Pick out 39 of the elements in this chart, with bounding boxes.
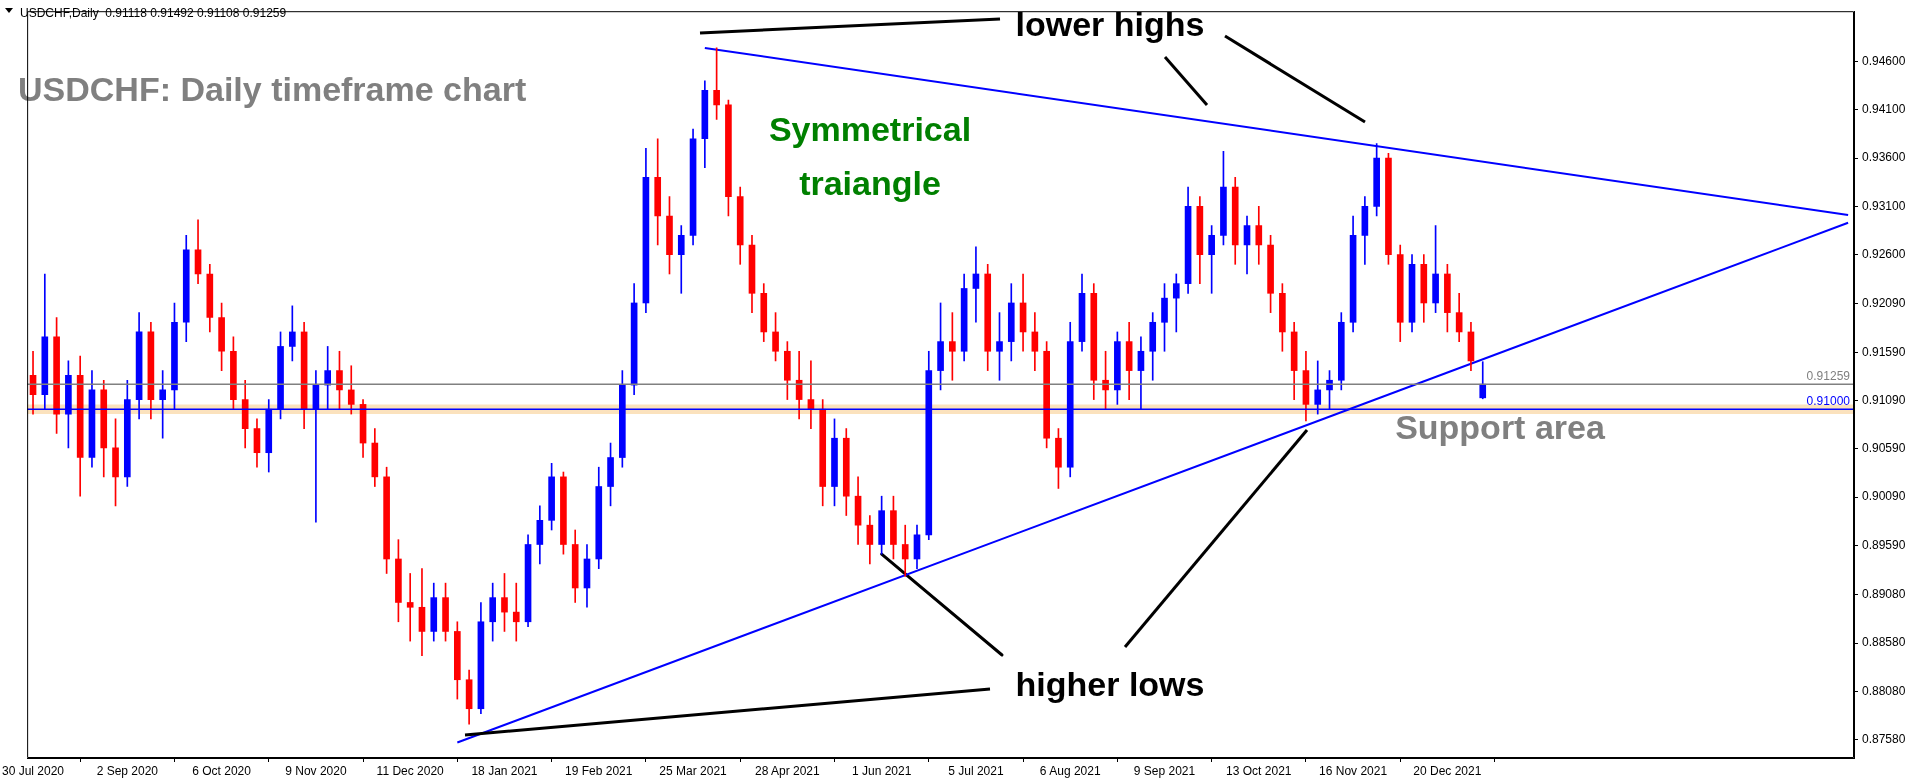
y-tick-label: 0.91090	[1862, 392, 1906, 407]
x-tick-label: 19 Feb 2021	[565, 763, 633, 778]
x-tick-label: 20 Dec 2021	[1413, 763, 1482, 778]
x-tick-label: 30 Jul 2020	[2, 763, 65, 778]
y-tick-label: 0.94100	[1862, 102, 1906, 117]
x-tick-label: 28 Apr 2021	[754, 763, 821, 778]
x-tick-label: 13 Oct 2021	[1226, 763, 1292, 778]
y-tick-label: 0.93600	[1862, 150, 1906, 165]
y-tick-label: 0.91590	[1862, 344, 1906, 359]
x-tick-label: 25 Mar 2021	[659, 763, 728, 778]
ref-line-label: 0.91259	[1806, 368, 1851, 383]
y-tick-label: 0.92090	[1862, 296, 1906, 311]
annotation: Symmetrical traiangle	[768, 110, 972, 203]
x-tick-label: 16 Nov 2021	[1319, 763, 1388, 778]
x-tick-label: 9 Sep 2021	[1133, 763, 1196, 778]
candlestick	[406, 573, 414, 642]
x-tick-label: 9 Nov 2020	[285, 763, 347, 778]
annotation: higher lows	[1015, 665, 1205, 704]
y-tick-label: 0.89080	[1862, 587, 1906, 602]
y-tick-label: 0.90590	[1862, 441, 1906, 456]
ref-line-label: 0.91000	[1806, 393, 1851, 408]
y-tick-label: 0.90090	[1862, 489, 1906, 504]
x-tick-label: 6 Oct 2020	[192, 763, 252, 778]
x-tick-label: 2 Sep 2020	[96, 763, 159, 778]
y-tick-label: 0.89590	[1862, 537, 1906, 552]
candlestick	[512, 582, 520, 642]
y-tick-label: 0.87580	[1862, 731, 1906, 746]
y-tick-label: 0.88080	[1862, 683, 1906, 698]
x-tick-label: 11 Dec 2020	[376, 763, 445, 778]
annotation: Support area	[1395, 408, 1606, 447]
y-tick-label: 0.94600	[1862, 53, 1906, 68]
annotation: lower highs	[1015, 5, 1205, 44]
y-tick-label: 0.93100	[1862, 198, 1906, 213]
x-tick-label: 5 Jul 2021	[948, 763, 1004, 778]
x-tick-label: 6 Aug 2021	[1039, 763, 1101, 778]
y-tick-label: 0.92600	[1862, 246, 1906, 261]
y-tick-label: 0.88580	[1862, 635, 1906, 650]
x-tick-label: 18 Jan 2021	[471, 763, 538, 778]
x-tick-label: 1 Jun 2021	[851, 763, 912, 778]
